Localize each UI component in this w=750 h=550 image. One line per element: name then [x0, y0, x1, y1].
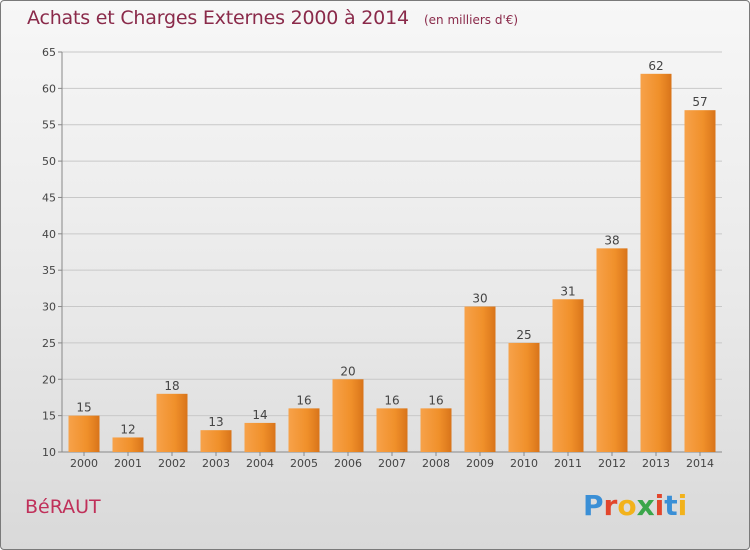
x-tick-label: 2002	[158, 457, 186, 470]
bar-value-label: 57	[692, 95, 707, 109]
y-tick-label: 45	[42, 191, 56, 204]
bar	[288, 408, 320, 452]
logo-letter: o	[617, 489, 637, 522]
proxiti-logo: Proxiti	[583, 489, 687, 522]
chart-unit: (en milliers d'€)	[423, 13, 519, 27]
logo-letter: P	[583, 489, 604, 522]
y-tick-label: 65	[42, 46, 56, 59]
x-tick-label: 2013	[642, 457, 670, 470]
bar	[332, 379, 364, 452]
y-tick-label: 25	[42, 337, 56, 350]
bar	[376, 408, 408, 452]
labels: 10 15 20 25 30 35 40 45 50 55 60 65 15 2000 12 2001 18 20…	[42, 46, 714, 470]
x-tick-label: 2007	[378, 457, 406, 470]
bar-value-label: 38	[604, 233, 619, 247]
town-name: BéRAUT	[25, 496, 101, 518]
bar	[420, 408, 452, 452]
bar-value-label: 16	[384, 393, 399, 407]
bar-value-label: 62	[648, 59, 663, 73]
bar-value-label: 14	[252, 408, 267, 422]
x-tick-label: 2009	[466, 457, 494, 470]
x-tick-label: 2004	[246, 457, 274, 470]
logo-letter: r	[603, 489, 618, 522]
bar-value-label: 25	[516, 328, 531, 342]
bar	[68, 415, 100, 452]
bar	[244, 422, 276, 452]
logo-letter: x	[636, 489, 655, 522]
y-tick-label: 60	[42, 82, 56, 95]
x-tick-label: 2006	[334, 457, 362, 470]
y-tick-label: 30	[42, 301, 56, 314]
y-tick-label: 10	[42, 446, 56, 459]
bar-value-label: 30	[472, 292, 487, 306]
x-tick-label: 2003	[202, 457, 230, 470]
bar	[200, 430, 232, 452]
bar	[596, 248, 628, 452]
y-tick-label: 40	[42, 228, 56, 241]
y-tick-label: 20	[42, 373, 56, 386]
bar	[156, 393, 188, 452]
bar	[508, 342, 540, 452]
x-tick-label: 2010	[510, 457, 538, 470]
logo-letter: i	[654, 489, 665, 522]
bar-value-label: 16	[296, 393, 311, 407]
bar-value-label: 16	[428, 393, 443, 407]
bar	[112, 437, 144, 452]
bar-value-label: 12	[120, 422, 135, 436]
y-tick-label: 35	[42, 264, 56, 277]
bar	[552, 299, 584, 452]
bar	[464, 306, 496, 452]
y-tick-label: 15	[42, 410, 56, 423]
bar-value-label: 13	[208, 415, 223, 429]
x-tick-label: 2014	[686, 457, 714, 470]
x-tick-label: 2008	[422, 457, 450, 470]
bars	[68, 73, 716, 453]
x-tick-label: 2000	[70, 457, 98, 470]
x-tick-label: 2005	[290, 457, 318, 470]
x-tick-label: 2012	[598, 457, 626, 470]
bar	[684, 110, 716, 452]
chart-title: Achats et Charges Externes 2000 à 2014	[27, 7, 409, 29]
y-tick-label: 55	[42, 119, 56, 132]
bar-value-label: 20	[340, 364, 355, 378]
logo-letter: t	[664, 489, 678, 522]
x-tick-label: 2011	[554, 457, 582, 470]
bar-value-label: 31	[560, 284, 575, 298]
x-tick-label: 2001	[114, 457, 142, 470]
bar-value-label: 18	[164, 379, 179, 393]
logo-letter: i	[677, 489, 688, 522]
y-tick-label: 50	[42, 155, 56, 168]
bar-value-label: 15	[76, 401, 91, 415]
bar	[640, 73, 672, 453]
chart-header: Achats et Charges Externes 2000 à 2014 (…	[27, 7, 518, 29]
